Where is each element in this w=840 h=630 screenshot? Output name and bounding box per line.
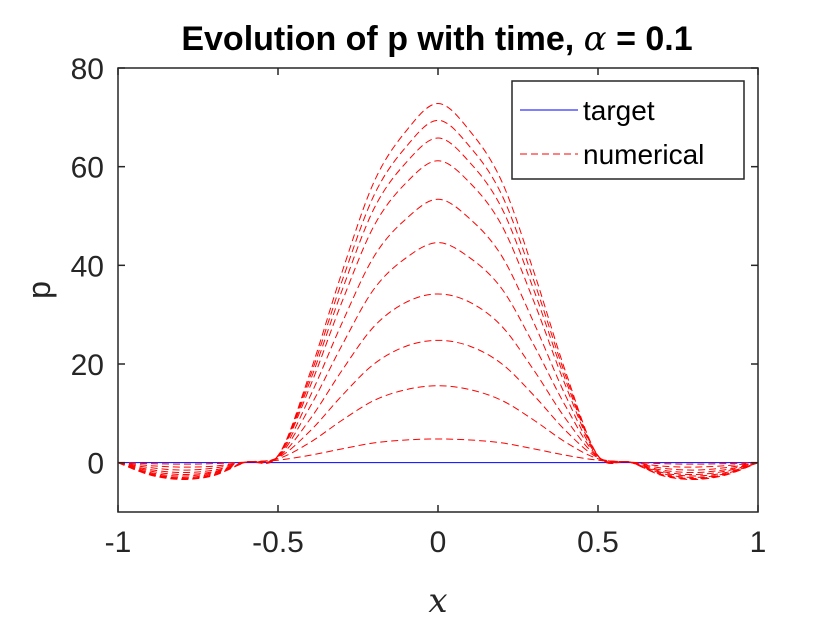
y-tick-label: 20 <box>71 349 104 382</box>
series-numerical-line-8 <box>117 137 759 479</box>
y-axis-label: p <box>21 281 57 299</box>
series-numerical-line-3 <box>117 339 759 471</box>
x-axis-label: x <box>428 581 447 621</box>
chart-title-symbol: α <box>584 19 607 59</box>
y-tick-label: 0 <box>87 448 104 481</box>
series-numerical-line-6 <box>117 198 759 477</box>
y-tick-label: 80 <box>71 53 104 86</box>
legend-label-numerical: numerical <box>583 139 704 170</box>
legend: target numerical <box>511 80 745 180</box>
y-tick-label: 60 <box>71 152 104 185</box>
series-numerical-line-4 <box>117 293 759 474</box>
chart-title-text: Evolution of p with time, <box>181 20 583 58</box>
series-numerical-line-2 <box>117 385 759 468</box>
x-tick-label: 0.5 <box>577 526 619 559</box>
series-numerical-line-1 <box>117 438 759 465</box>
y-tick-label: 40 <box>71 250 104 283</box>
series-numerical-line-10 <box>117 103 759 480</box>
chart-title-suffix: = 0.1 <box>607 20 693 58</box>
x-tick-label: 0 <box>430 526 447 559</box>
x-tick-label: 1 <box>750 526 767 559</box>
chart-title: Evolution of p with time, α = 0.1 <box>181 19 692 59</box>
tick-group: -1 -0.5 0 0.5 1 0 20 40 60 80 <box>71 53 767 559</box>
legend-label-target: target <box>583 95 655 126</box>
x-tick-label: -0.5 <box>252 526 304 559</box>
series-group <box>117 103 759 480</box>
legend-box <box>511 80 745 180</box>
x-tick-label: -1 <box>105 526 132 559</box>
